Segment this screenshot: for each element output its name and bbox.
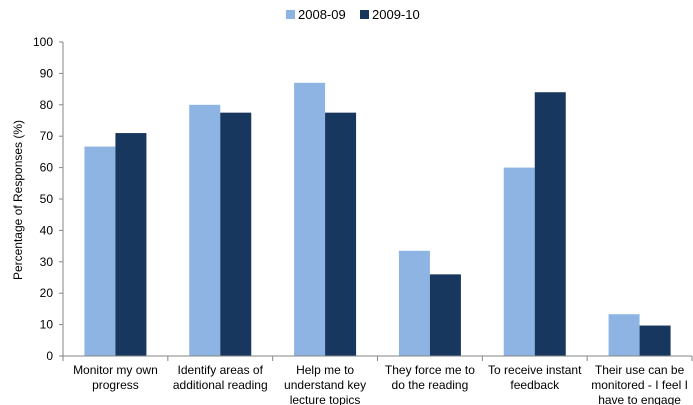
y-axis-ticks: 0 10 20 30 40 50 60 70 80 90 100 xyxy=(33,35,63,363)
y-tick-label: 50 xyxy=(40,192,54,206)
legend: 2008-09 2009-10 xyxy=(286,7,420,22)
y-axis-label: Percentage of Responses (%) xyxy=(11,120,25,280)
bar-2008-09-3 xyxy=(398,250,430,356)
y-tick-label: 30 xyxy=(40,255,54,269)
category-label: To receive instant feedback xyxy=(488,363,582,392)
bar-2008-09-1 xyxy=(189,104,221,356)
legend-swatch-2008-09 xyxy=(286,10,295,19)
y-tick-label: 60 xyxy=(40,161,54,175)
y-tick-label: 40 xyxy=(40,223,54,237)
y-tick-label: 80 xyxy=(40,98,54,112)
bar-2009-10-4 xyxy=(534,92,566,357)
legend-label-2009-10: 2009-10 xyxy=(372,7,420,22)
y-tick-label: 70 xyxy=(40,129,54,143)
y-tick-label: 100 xyxy=(33,35,53,49)
y-tick-label: 0 xyxy=(46,349,53,363)
y-tick-label: 20 xyxy=(40,286,54,300)
y-tick-label: 90 xyxy=(40,66,54,80)
category-label: Monitor my own progress xyxy=(73,363,158,392)
y-tick-label: 10 xyxy=(40,318,54,332)
bar-2008-09-5 xyxy=(608,314,640,356)
category-label: They force me to do the reading xyxy=(385,363,475,392)
category-label: Help me to understand key lecture topics xyxy=(284,363,366,405)
bars xyxy=(84,82,671,357)
bar-2009-10-0 xyxy=(115,133,147,356)
bar-2008-09-4 xyxy=(503,167,535,356)
x-axis-labels: Monitor my own progress Identify areas of a… xyxy=(73,363,688,405)
bar-2008-09-2 xyxy=(294,82,326,356)
bar-2009-10-1 xyxy=(220,112,252,357)
axes xyxy=(62,42,693,361)
bar-2009-10-5 xyxy=(639,325,671,356)
bar-2009-10-3 xyxy=(429,274,461,356)
bar-2008-09-0 xyxy=(84,146,116,356)
category-label: Identify areas of additional reading xyxy=(173,363,268,392)
bar-2009-10-2 xyxy=(325,112,357,357)
legend-swatch-2009-10 xyxy=(360,10,369,19)
legend-label-2008-09: 2008-09 xyxy=(298,7,346,22)
